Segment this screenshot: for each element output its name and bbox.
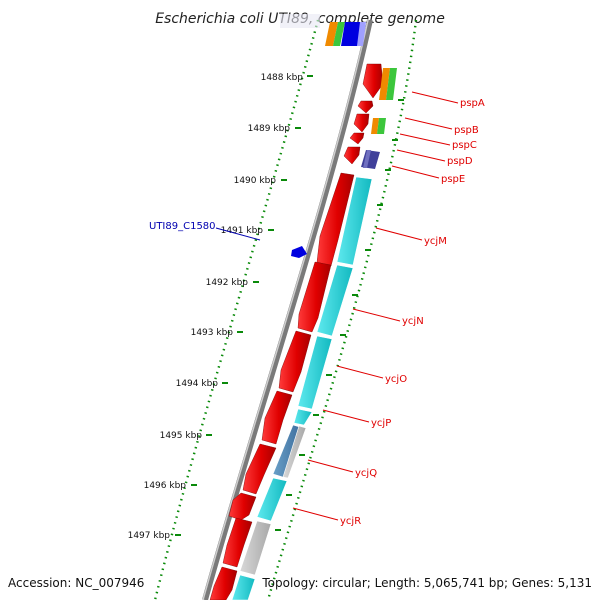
tick-label: 1490 kbp bbox=[234, 176, 277, 186]
gene-label: pspA bbox=[460, 98, 485, 109]
gene-label: pspE bbox=[441, 174, 465, 185]
tick-marks: 1488 kbp 1489 kbp 1490 kbp 1491 kbp 1492… bbox=[128, 73, 313, 541]
gene-label: pspB bbox=[454, 125, 479, 136]
gene-arrow bbox=[278, 330, 312, 393]
gene-arrow bbox=[242, 443, 277, 495]
gene-label: pspC bbox=[452, 140, 477, 151]
gene-labels: pspA pspB pspC pspD pspE ycjM ycjN ycjO … bbox=[340, 98, 485, 527]
gene-label: ycjM bbox=[424, 236, 447, 247]
tick-label: 1488 kbp bbox=[261, 73, 304, 83]
tick-label: 1491 kbp bbox=[221, 226, 264, 236]
gene-arrow bbox=[349, 132, 365, 145]
tick-label: 1492 kbp bbox=[206, 278, 249, 288]
gene-label: ycjP bbox=[371, 418, 391, 429]
gene-arrow bbox=[209, 566, 238, 600]
inner-ring-ticks bbox=[275, 99, 404, 531]
locus-feature: UTI89_C1580 bbox=[149, 221, 307, 258]
backbone-highlight bbox=[202, 19, 369, 600]
gene-leader-lines bbox=[292, 91, 459, 521]
gene-arrow bbox=[316, 172, 355, 267]
gene-label: ycjR bbox=[340, 516, 361, 527]
tick-label: 1495 kbp bbox=[160, 431, 203, 441]
tick-label: 1494 kbp bbox=[176, 379, 219, 389]
locus-label: UTI89_C1580 bbox=[149, 221, 216, 232]
inner-tick-ring bbox=[266, 19, 418, 600]
gene-label: ycjQ bbox=[355, 468, 377, 479]
tick-label: 1497 kbp bbox=[128, 531, 171, 541]
gene-arrow bbox=[357, 100, 374, 114]
tick-label: 1493 kbp bbox=[191, 328, 234, 338]
cds-track bbox=[231, 176, 373, 600]
gene-label: ycjO bbox=[385, 374, 407, 385]
gene-arrow bbox=[261, 390, 293, 445]
top-features bbox=[280, 14, 366, 46]
gene-arrows bbox=[209, 63, 384, 600]
gene-arrow bbox=[297, 261, 332, 333]
gene-label: pspD bbox=[447, 156, 473, 167]
gene-arrow bbox=[343, 146, 361, 165]
backbone bbox=[202, 19, 373, 600]
gene-arrow bbox=[353, 113, 370, 133]
topology-text: Topology: circular; Length: 5,065,741 bp… bbox=[261, 576, 592, 590]
gene-arrow bbox=[222, 517, 253, 568]
tick-label: 1496 kbp bbox=[144, 481, 187, 491]
tick-label: 1489 kbp bbox=[248, 124, 291, 134]
gene-arrow bbox=[362, 63, 384, 99]
gene-label: ycjN bbox=[402, 316, 424, 327]
psp-feature-blocks bbox=[361, 68, 397, 169]
accession-text: Accession: NC_007946 bbox=[8, 576, 144, 590]
